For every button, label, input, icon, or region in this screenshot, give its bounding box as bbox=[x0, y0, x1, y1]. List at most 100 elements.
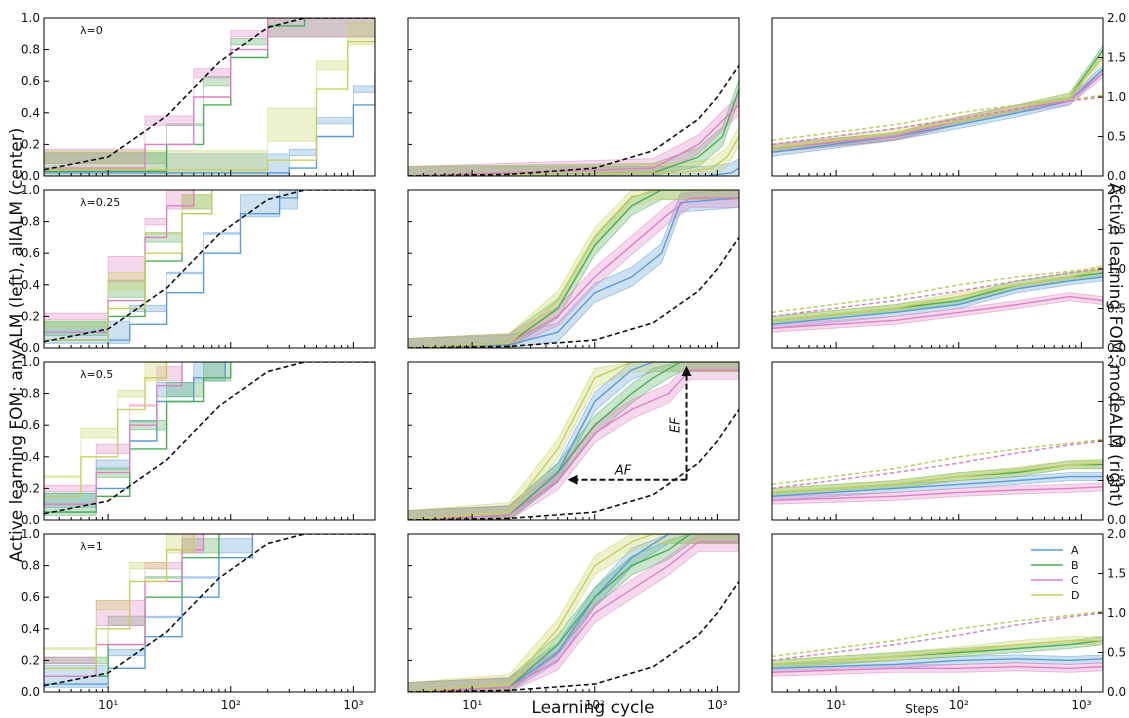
panel-frame bbox=[43, 17, 376, 177]
line-series-c bbox=[772, 665, 1103, 673]
y-tick-label: 1.5 bbox=[1107, 395, 1126, 409]
y-tick-label: 0.6 bbox=[21, 590, 40, 604]
line-series-d bbox=[408, 190, 739, 348]
line-series-d bbox=[408, 534, 739, 692]
y-tick-label: 1.0 bbox=[1107, 606, 1126, 620]
legend-label-d: D bbox=[1071, 589, 1079, 602]
lambda-label: λ=0.5 bbox=[80, 368, 113, 381]
y-tick-label: 1.0 bbox=[21, 11, 40, 25]
band-series-a bbox=[408, 534, 739, 692]
line-series-c bbox=[772, 72, 1103, 149]
reference-dashed-curve bbox=[408, 408, 739, 520]
panels-layer: 0.00.20.40.60.81.0λ=00.00.51.01.52.00.00… bbox=[21, 11, 1126, 712]
line-series-c bbox=[772, 295, 1103, 329]
lambda-label: λ=1 bbox=[80, 540, 103, 553]
line-series-d bbox=[772, 57, 1103, 149]
y-tick-label: 0.0 bbox=[1107, 169, 1126, 183]
line-series-c bbox=[772, 486, 1103, 501]
band-series-b bbox=[408, 362, 739, 520]
line-series-c bbox=[408, 197, 739, 348]
reference-dashed-curve bbox=[408, 580, 739, 692]
line-series-a bbox=[772, 475, 1103, 497]
y-tick-label: 0.8 bbox=[21, 43, 40, 57]
line-series-b bbox=[408, 362, 739, 520]
x-tick-label: 10³ bbox=[707, 698, 727, 712]
panel-left-row-0: 0.0 0.2 0.4 0.6 0.8 1.0 λ=0 bbox=[21, 11, 376, 183]
plot-area bbox=[44, 18, 375, 176]
panel-center-row-2: AF EF bbox=[407, 361, 740, 521]
y-tick-label: 0.2 bbox=[21, 653, 40, 667]
plot-area bbox=[772, 610, 1103, 677]
right-y-axis-label: Active learning FOM: modeALM (right) bbox=[1105, 183, 1125, 507]
y-tick-label: 0.5 bbox=[1107, 302, 1126, 316]
y-tick-label: 1.5 bbox=[1107, 223, 1126, 237]
x-tick-label: 10¹ bbox=[826, 698, 846, 712]
band-series-d bbox=[408, 362, 739, 520]
y-tick-label: 0.8 bbox=[21, 215, 40, 229]
y-tick-label: 0.4 bbox=[21, 450, 40, 464]
line-series-d bbox=[44, 25, 375, 171]
plot-area bbox=[44, 362, 375, 520]
y-tick-label: 0.8 bbox=[21, 559, 40, 573]
y-tick-label: 0.0 bbox=[1107, 513, 1126, 527]
line-series-a bbox=[44, 190, 299, 341]
y-tick-label: 0.6 bbox=[21, 74, 40, 88]
reference-dashed-curve bbox=[44, 190, 375, 343]
y-tick-label: 0.0 bbox=[1107, 341, 1126, 355]
plot-area bbox=[772, 264, 1103, 333]
plot-area bbox=[408, 534, 739, 692]
y-tick-label: 2.0 bbox=[1107, 355, 1126, 369]
left-y-axis-label: Active learning FOM: anyALM (left), allA… bbox=[7, 128, 27, 563]
panel-right-row-1: 0.0 0.5 1.0 1.5 2.0 bbox=[771, 183, 1126, 355]
center-x-axis-label: Learning cycle bbox=[531, 698, 654, 718]
band-series-c bbox=[408, 534, 739, 692]
band-series-d bbox=[44, 18, 375, 176]
line-series-d bbox=[44, 534, 195, 669]
y-tick-label: 0.2 bbox=[21, 137, 40, 151]
y-tick-label: 0.6 bbox=[21, 418, 40, 432]
band-series-d bbox=[408, 190, 739, 348]
plot-area bbox=[408, 64, 739, 176]
line-series-d bbox=[408, 136, 739, 176]
y-tick-label: 1.5 bbox=[1107, 567, 1126, 581]
band-series-d bbox=[408, 534, 739, 692]
dashed-reference-series-d bbox=[772, 94, 1103, 142]
legend-label-b: B bbox=[1071, 559, 1079, 572]
plot-area bbox=[408, 190, 739, 348]
band-series-b bbox=[408, 190, 739, 348]
y-tick-label: 1.0 bbox=[21, 183, 40, 197]
line-series-b bbox=[408, 534, 739, 692]
panel-frame bbox=[407, 361, 740, 521]
y-tick-label: 0.0 bbox=[21, 341, 40, 355]
line-series-d bbox=[772, 268, 1103, 322]
plot-area bbox=[44, 534, 375, 692]
band-series-d bbox=[44, 534, 195, 688]
ef-label: EF bbox=[669, 417, 684, 433]
line-series-d bbox=[772, 462, 1103, 494]
panel-center-row-0 bbox=[407, 17, 740, 177]
band-series-c bbox=[408, 94, 739, 176]
dashed-reference-series-d bbox=[772, 266, 1103, 314]
legend-label-c: C bbox=[1071, 574, 1079, 587]
line-series-d bbox=[408, 362, 739, 520]
y-tick-label: 0.0 bbox=[1107, 685, 1126, 699]
dashed-reference-series-d bbox=[772, 610, 1103, 658]
band-series-d bbox=[408, 126, 739, 176]
panel-frame bbox=[407, 189, 740, 349]
x-tick-label: 10² bbox=[221, 698, 241, 712]
y-tick-label: 0.4 bbox=[21, 106, 40, 120]
panel-right-row-0: 0.0 0.5 1.0 1.5 2.0 bbox=[771, 11, 1126, 183]
y-tick-label: 0.4 bbox=[21, 278, 40, 292]
y-tick-label: 1.0 bbox=[21, 355, 40, 369]
ef-arrow-head bbox=[681, 365, 692, 376]
y-tick-label: 0.8 bbox=[21, 387, 40, 401]
dashed-reference-series-c bbox=[772, 612, 1103, 662]
line-series-d bbox=[772, 639, 1103, 666]
panel-right-row-2: 0.0 0.5 1.0 1.5 2.0 bbox=[771, 355, 1126, 527]
y-tick-label: 1.0 bbox=[1107, 262, 1126, 276]
line-series-c bbox=[408, 104, 739, 176]
y-tick-label: 1.0 bbox=[1107, 434, 1126, 448]
y-tick-label: 0.5 bbox=[1107, 646, 1126, 660]
y-tick-label: 0.0 bbox=[21, 169, 40, 183]
